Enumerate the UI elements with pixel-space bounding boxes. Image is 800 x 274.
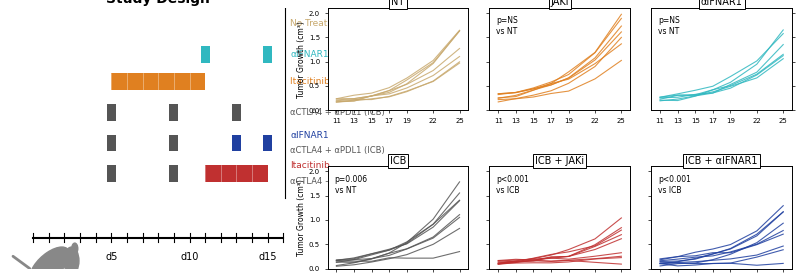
FancyBboxPatch shape (201, 46, 210, 62)
Title: JAKi: JAKi (550, 0, 569, 7)
FancyBboxPatch shape (170, 104, 178, 121)
Title: ICB: ICB (390, 156, 406, 166)
Title: Study Design: Study Design (106, 0, 210, 6)
Text: αCTLA4 + αPDL1 (ICB): αCTLA4 + αPDL1 (ICB) (290, 177, 385, 186)
Text: p=NS
vs NT: p=NS vs NT (497, 16, 518, 36)
Text: d5: d5 (105, 252, 118, 262)
Text: p=0.006
vs NT: p=0.006 vs NT (334, 175, 368, 195)
Title: αIFNAR1: αIFNAR1 (701, 0, 742, 7)
FancyBboxPatch shape (263, 46, 272, 62)
FancyBboxPatch shape (263, 135, 272, 152)
Text: Itacitinib (JAKi): Itacitinib (JAKi) (290, 77, 357, 86)
Text: No Treatment: No Treatment (290, 19, 351, 28)
FancyBboxPatch shape (170, 135, 178, 152)
Circle shape (64, 247, 79, 274)
Text: p=NS
vs NT: p=NS vs NT (658, 16, 680, 36)
FancyBboxPatch shape (232, 135, 241, 152)
FancyBboxPatch shape (232, 104, 241, 121)
Title: NT: NT (391, 0, 405, 7)
Text: d15: d15 (258, 252, 277, 262)
Circle shape (72, 243, 78, 254)
Text: p<0.001
vs ICB: p<0.001 vs ICB (497, 175, 530, 195)
Y-axis label: Tumor Growth (cm³): Tumor Growth (cm³) (297, 179, 306, 256)
Text: p<0.001
vs ICB: p<0.001 vs ICB (658, 175, 691, 195)
FancyBboxPatch shape (205, 165, 268, 182)
FancyBboxPatch shape (170, 165, 178, 182)
FancyBboxPatch shape (111, 73, 205, 90)
Text: αCTLA4 + αPDL1 (ICB): αCTLA4 + αPDL1 (ICB) (290, 146, 385, 155)
Text: αIFNAR1: αIFNAR1 (290, 131, 329, 140)
FancyBboxPatch shape (106, 135, 116, 152)
Text: αCTLA4 + αPDL1 (ICB): αCTLA4 + αPDL1 (ICB) (290, 108, 385, 117)
Title: ICB + αIFNAR1: ICB + αIFNAR1 (686, 156, 758, 166)
Y-axis label: Tumor Growth (cm³): Tumor Growth (cm³) (297, 21, 306, 98)
FancyBboxPatch shape (106, 104, 116, 121)
Text: αIFNAR1: αIFNAR1 (290, 50, 329, 59)
Title: ICB + JAKi: ICB + JAKi (535, 156, 584, 166)
Text: d10: d10 (180, 252, 198, 262)
Text: Itacitinib: Itacitinib (290, 161, 330, 170)
Ellipse shape (30, 247, 70, 274)
FancyBboxPatch shape (106, 165, 116, 182)
